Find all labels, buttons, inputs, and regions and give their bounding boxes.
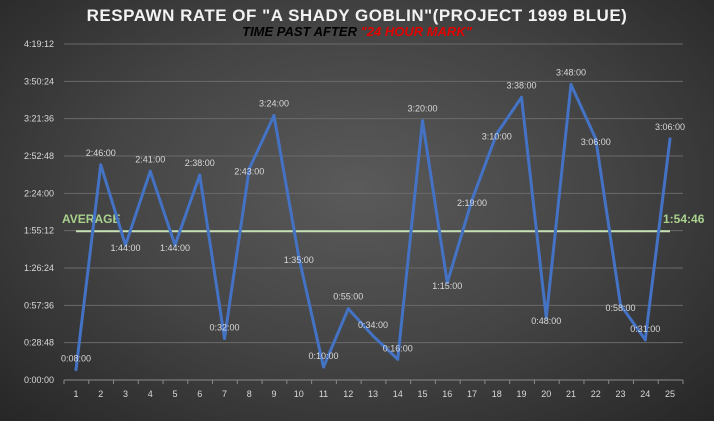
- data-label: 3:24:00: [259, 99, 289, 109]
- x-tick-label: 1: [73, 389, 78, 399]
- data-point: [173, 243, 177, 247]
- data-label: 3:06:00: [655, 122, 685, 132]
- data-label: 1:44:00: [110, 243, 140, 253]
- data-label: 3:06:00: [581, 137, 611, 147]
- data-point: [272, 114, 276, 118]
- x-tick-label: 15: [417, 389, 427, 399]
- x-tick-label: 18: [492, 389, 502, 399]
- data-point: [124, 243, 127, 247]
- x-tick-label: 23: [615, 389, 625, 399]
- x-tick-label: 12: [343, 389, 353, 399]
- data-label: 3:10:00: [482, 132, 512, 142]
- data-label: 2:43:00: [234, 167, 264, 177]
- y-tick-label: 0:57:36: [24, 300, 54, 310]
- y-tick-label: 1:55:12: [24, 226, 54, 236]
- data-point: [74, 368, 78, 372]
- data-point: [247, 167, 251, 171]
- x-tick-label: 9: [271, 389, 276, 399]
- x-tick-label: 4: [148, 389, 153, 399]
- y-tick-label: 1:26:24: [24, 263, 54, 273]
- x-tick-label: 20: [541, 389, 551, 399]
- data-label: 1:35:00: [284, 255, 314, 265]
- data-point: [322, 365, 325, 369]
- x-tick-label: 21: [566, 389, 576, 399]
- x-tick-label: 2: [98, 389, 103, 399]
- data-point: [148, 169, 152, 173]
- x-tick-label: 24: [640, 389, 650, 399]
- data-point: [544, 316, 548, 320]
- data-label: 0:16:00: [383, 343, 413, 353]
- data-label: 0:32:00: [209, 323, 239, 333]
- data-point: [396, 357, 400, 361]
- data-point: [445, 281, 449, 285]
- data-point: [619, 303, 622, 307]
- x-tick-label: 10: [294, 389, 304, 399]
- y-tick-label: 4:19:12: [24, 39, 54, 49]
- y-tick-label: 2:24:00: [24, 188, 54, 198]
- data-label: 2:46:00: [86, 148, 116, 158]
- data-point: [470, 198, 474, 202]
- data-point: [520, 95, 523, 99]
- x-tick-label: 8: [247, 389, 252, 399]
- data-label: 0:31:00: [630, 324, 660, 334]
- y-tick-label: 3:50:24: [24, 76, 54, 86]
- data-label: 0:10:00: [308, 351, 338, 361]
- data-point: [668, 137, 672, 141]
- y-tick-label: 2:52:48: [24, 151, 54, 161]
- x-tick-label: 25: [665, 389, 675, 399]
- data-label: 1:15:00: [432, 281, 462, 291]
- x-tick-label: 3: [123, 389, 128, 399]
- x-tick-label: 5: [172, 389, 177, 399]
- data-point: [495, 132, 499, 136]
- y-tick-label: 3:21:36: [24, 114, 54, 124]
- subtitle-highlight: "24 HOUR MARK": [360, 24, 472, 39]
- y-tick-label: 0:00:00: [24, 375, 54, 385]
- data-point: [223, 337, 226, 341]
- data-label: 0:08:00: [61, 354, 91, 364]
- data-label: 1:44:00: [160, 243, 190, 253]
- x-tick-label: 19: [516, 389, 526, 399]
- data-label: 2:19:00: [457, 198, 487, 208]
- x-tick-label: 13: [368, 389, 378, 399]
- data-label: 0:58:00: [605, 303, 635, 313]
- data-point: [421, 119, 424, 123]
- data-label: 0:48:00: [531, 316, 561, 326]
- x-tick-label: 16: [442, 389, 452, 399]
- data-label: 0:55:00: [333, 292, 363, 302]
- x-tick-label: 7: [222, 389, 227, 399]
- data-label: 3:38:00: [506, 80, 536, 90]
- data-point: [198, 173, 202, 177]
- data-label: 3:48:00: [556, 67, 586, 77]
- x-tick-label: 14: [393, 389, 403, 399]
- chart-subtitle: TIME PAST AFTER "24 HOUR MARK": [0, 24, 714, 39]
- data-point: [594, 137, 598, 141]
- chart-title: RESPAWN RATE OF "A SHADY GOBLIN"(PROJECT…: [86, 6, 628, 25]
- data-label: 3:20:00: [407, 104, 437, 114]
- data-point: [297, 255, 301, 259]
- data-label: 0:34:00: [358, 320, 388, 330]
- x-tick-label: 6: [197, 389, 202, 399]
- data-point: [346, 307, 350, 311]
- average-value-label: 1:54:46: [663, 212, 705, 226]
- x-tick-label: 22: [591, 389, 601, 399]
- data-point: [643, 338, 647, 342]
- data-point: [569, 82, 573, 86]
- data-point: [99, 163, 103, 167]
- data-label: 2:38:00: [185, 158, 215, 168]
- subtitle-prefix: TIME PAST AFTER: [242, 24, 357, 39]
- x-tick-label: 17: [467, 389, 477, 399]
- data-point: [371, 334, 375, 338]
- y-tick-label: 0:28:48: [24, 338, 54, 348]
- x-tick-label: 11: [319, 389, 328, 399]
- average-label: AVERAGE: [62, 212, 120, 226]
- data-label: 2:41:00: [135, 154, 165, 164]
